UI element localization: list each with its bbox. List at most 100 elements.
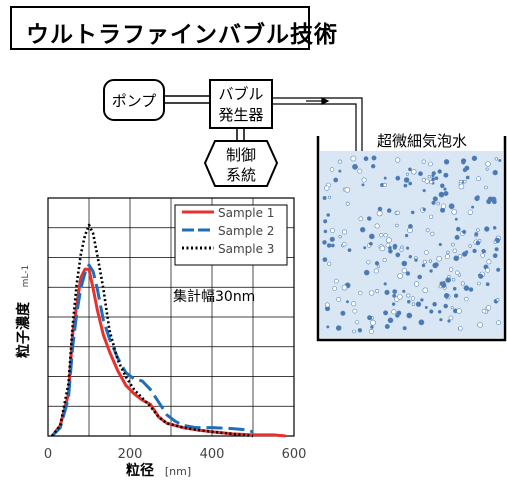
bubble [382,182,387,187]
bubble [455,270,460,275]
legend-label-1: Sample 1 [218,206,274,220]
bubble [396,310,402,316]
bubble [397,273,403,279]
bubble [431,177,436,182]
bubble [496,298,500,302]
bubble [447,319,451,323]
legend-label-3: Sample 3 [218,242,274,256]
bubble [485,267,491,273]
bubble [407,223,413,229]
bubble [455,226,461,232]
bubble [464,165,470,171]
bubble [355,320,360,325]
bubble [402,289,406,293]
bubble [436,255,443,262]
bubble [432,301,437,307]
bubble [366,216,372,221]
generator-label-line1: バブル [218,85,263,103]
bubble [386,208,392,213]
bubble [322,196,327,201]
bubble [405,172,409,176]
bubble [428,259,433,263]
x-tick-label: 200 [118,447,143,462]
bubble [444,254,450,260]
bubble [399,247,404,252]
bubble [431,173,435,178]
bubble [368,233,375,240]
bubble [429,269,433,273]
bubble [468,287,474,292]
bubble [443,187,447,191]
pump-pipe [164,95,210,104]
bubble [384,323,390,329]
bubble [492,169,498,176]
bubble [485,282,490,287]
bubble [373,268,379,274]
bubble [377,206,383,212]
bubble [341,284,348,291]
bubble [477,281,481,286]
page-title: ウルトラファインバブル技術 [26,22,338,48]
series-line-2 [51,263,254,438]
bubble [485,161,491,167]
water-label: 超微細気泡水 [377,132,467,150]
bubble [487,196,493,202]
bubble [454,217,458,221]
bubble [449,267,454,272]
bubble [383,233,388,238]
bubble [496,267,501,272]
y-axis-unit: mL-1 [21,265,31,288]
bubble [322,240,327,245]
bubble [413,281,420,287]
bubble [403,183,408,188]
control-label-line1: 制御 [226,146,256,164]
bubble [480,253,485,258]
bubble [341,229,347,235]
x-tick-label: 400 [200,447,225,462]
bubble [438,242,442,247]
bubble [410,210,415,215]
bubble [440,203,447,209]
bubble [354,165,358,169]
bubble [345,201,350,206]
bubble [461,158,467,164]
bubble [460,281,465,286]
title-box: ウルトラファインバブル技術 [10,6,337,50]
bubble [450,306,454,310]
x-axis-unit: [nm] [165,465,191,478]
generator-label-line2: 発生器 [218,106,263,124]
bubble [384,289,390,296]
bubble [406,299,411,304]
bubble [326,213,331,217]
bubble [438,191,445,198]
bubble [347,248,352,253]
bubble [369,319,376,326]
bubble [411,169,417,175]
bubble [421,159,426,164]
bubble [395,252,401,258]
bubble [484,185,488,190]
bubble [453,293,459,298]
bubble [476,176,481,181]
bubble [401,260,408,267]
bubble [322,257,328,262]
bubble [472,248,477,254]
bubble [420,298,424,302]
bubble [456,308,462,314]
bubble [486,259,492,265]
bubble [464,296,469,302]
bubble [481,308,487,314]
water-tank: 超微細気泡水 [316,132,507,342]
bubble [332,286,338,291]
bubble [357,168,363,174]
x-axis-label: 粒径 [126,462,154,479]
bubble [452,248,457,254]
bubble [404,233,409,238]
x-tick-label: 0 [44,447,52,462]
series-layer [50,223,286,438]
bubble [369,328,374,334]
bubble [363,156,369,162]
bubble [391,302,396,306]
bubble [471,205,475,209]
bubble [439,281,444,286]
